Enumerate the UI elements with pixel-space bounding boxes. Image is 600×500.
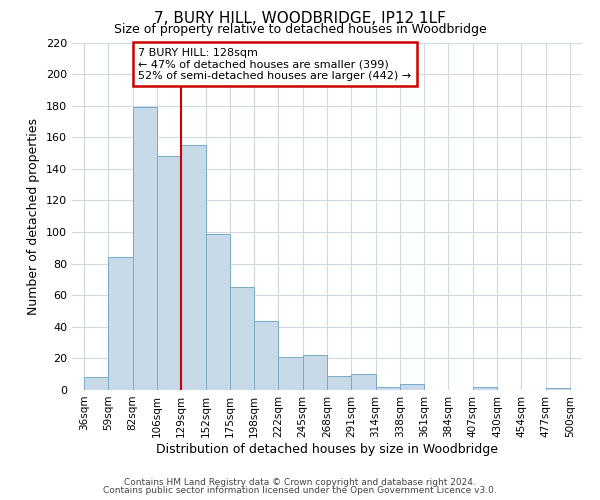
Bar — [545, 388, 570, 390]
Text: 7 BURY HILL: 128sqm
← 47% of detached houses are smaller (399)
52% of semi-detac: 7 BURY HILL: 128sqm ← 47% of detached ho… — [139, 48, 412, 81]
Text: 7, BURY HILL, WOODBRIDGE, IP12 1LF: 7, BURY HILL, WOODBRIDGE, IP12 1LF — [154, 11, 446, 26]
Bar — [109, 258, 133, 390]
Bar — [327, 376, 351, 390]
Text: Contains public sector information licensed under the Open Government Licence v3: Contains public sector information licen… — [103, 486, 497, 495]
Bar — [254, 320, 278, 390]
Y-axis label: Number of detached properties: Number of detached properties — [28, 118, 40, 315]
Bar — [230, 288, 254, 390]
Bar — [351, 374, 376, 390]
Bar — [473, 387, 497, 390]
Bar — [206, 234, 230, 390]
Bar — [133, 108, 157, 390]
Text: Size of property relative to detached houses in Woodbridge: Size of property relative to detached ho… — [113, 24, 487, 36]
X-axis label: Distribution of detached houses by size in Woodbridge: Distribution of detached houses by size … — [156, 442, 498, 456]
Bar — [181, 145, 206, 390]
Bar — [84, 378, 109, 390]
Bar — [278, 357, 303, 390]
Bar — [376, 387, 400, 390]
Bar — [303, 356, 327, 390]
Bar — [400, 384, 424, 390]
Bar — [157, 156, 181, 390]
Text: Contains HM Land Registry data © Crown copyright and database right 2024.: Contains HM Land Registry data © Crown c… — [124, 478, 476, 487]
